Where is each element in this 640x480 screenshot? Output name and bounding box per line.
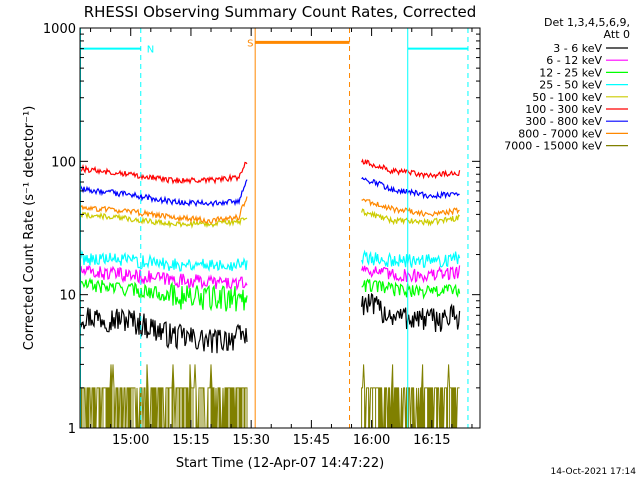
legend-header-line: Det 1,3,4,5,6,9, (544, 16, 630, 29)
x-tick-label: 15:00 (112, 433, 149, 448)
series-line-12-25-seg-2 (361, 278, 461, 300)
legend-entry-label: 7000 - 15000 keV (504, 140, 602, 153)
series-line-25-50-seg-2 (361, 249, 461, 268)
x-axis-label: Start Time (12-Apr-07 14:47:22) (176, 456, 384, 471)
y-axis: 1 10 100 1000 (43, 22, 480, 437)
series-line-800-7000-seg-2 (361, 198, 460, 218)
x-tick-label: 15:45 (293, 433, 330, 448)
series-line-800-7000-seg-1 (79, 196, 248, 225)
series-line-300-800-seg-2 (361, 176, 460, 200)
legend-entry-label: 3 - 6 keV (553, 42, 602, 55)
annotation-label-s: S (247, 38, 253, 49)
series-line-3-6-seg-2 (361, 292, 461, 333)
legend-entry-label: 300 - 800 keV (525, 115, 602, 128)
y-tick-label: 100 (51, 155, 76, 170)
series-line-3-6-seg-1 (79, 307, 248, 354)
legend-header-line: Att 0 (604, 28, 630, 41)
footer-timestamp: 14-Oct-2021 17:14 (551, 467, 637, 477)
x-axis: 15:00 15:15 15:30 15:45 16:00 16:15 (90, 28, 473, 448)
x-tick-label: 16:15 (413, 433, 450, 448)
x-tick-label: 16:00 (353, 433, 390, 448)
annotation-label-n: N (147, 45, 154, 56)
legend-entry-label: 12 - 25 keV (539, 66, 602, 79)
plot-frame (79, 27, 481, 429)
series-line-50-100-seg-2 (361, 208, 461, 227)
series-line-25-50-seg-1 (79, 249, 248, 273)
legend-entry-label: 25 - 50 keV (539, 79, 602, 92)
legend-entry-label: 50 - 100 keV (532, 91, 602, 104)
x-tick-label: 15:30 (232, 433, 269, 448)
series-line-6-12-seg-2 (361, 265, 461, 284)
plot-border (79, 27, 481, 429)
legend-entry-label: 6 - 12 keV (546, 54, 602, 67)
series-line-7000-15000-seg-2 (361, 364, 460, 429)
y-tick-label: 10 (59, 289, 76, 304)
y-tick-label: 1000 (43, 22, 76, 37)
series-line-7000-15000-seg-1 (79, 364, 248, 429)
series-line-300-800-seg-1 (79, 179, 248, 208)
plot-area: NS (79, 28, 469, 429)
legend-entry-label: 800 - 7000 keV (518, 127, 602, 140)
series-line-100-300-seg-1 (79, 161, 248, 185)
series-line-6-12-seg-1 (79, 264, 248, 291)
series-line-100-300-seg-2 (361, 158, 461, 180)
y-axis-label: Corrected Count Rate (s⁻¹ detector⁻¹) (22, 106, 37, 351)
chart-title: RHESSI Observing Summary Count Rates, Co… (84, 3, 477, 21)
x-tick-label: 15:15 (172, 433, 209, 448)
series-line-12-25-seg-1 (79, 277, 248, 312)
legend-entry-label: 100 - 300 keV (525, 103, 602, 116)
y-tick-label: 1 (68, 422, 76, 437)
